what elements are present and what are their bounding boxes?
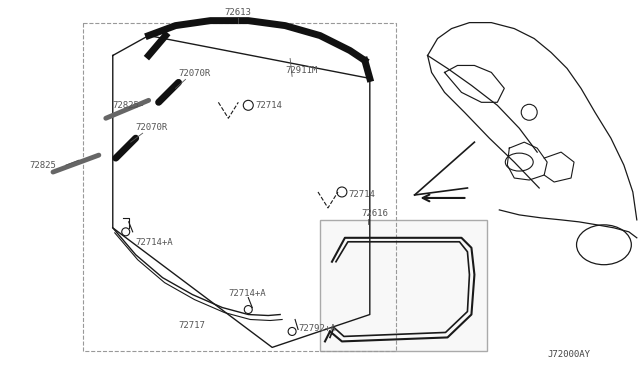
Text: 72714+A: 72714+A	[228, 289, 266, 298]
Text: 72070R: 72070R	[179, 70, 211, 78]
Text: 72911M: 72911M	[285, 67, 317, 76]
Text: 72792+A: 72792+A	[298, 324, 336, 333]
Text: 72070R: 72070R	[136, 123, 168, 132]
Text: J72000AY: J72000AY	[547, 350, 590, 359]
Bar	[320, 220, 488, 352]
Text: 72616: 72616	[362, 209, 388, 218]
Text: 72714: 72714	[255, 101, 282, 110]
Text: 72825: 72825	[113, 101, 140, 110]
Text: 72717: 72717	[179, 321, 205, 330]
Text: 72714: 72714	[348, 190, 375, 199]
Text: 72613: 72613	[225, 8, 252, 17]
Text: 72825: 72825	[29, 161, 56, 170]
Text: 72714+A: 72714+A	[136, 238, 173, 247]
